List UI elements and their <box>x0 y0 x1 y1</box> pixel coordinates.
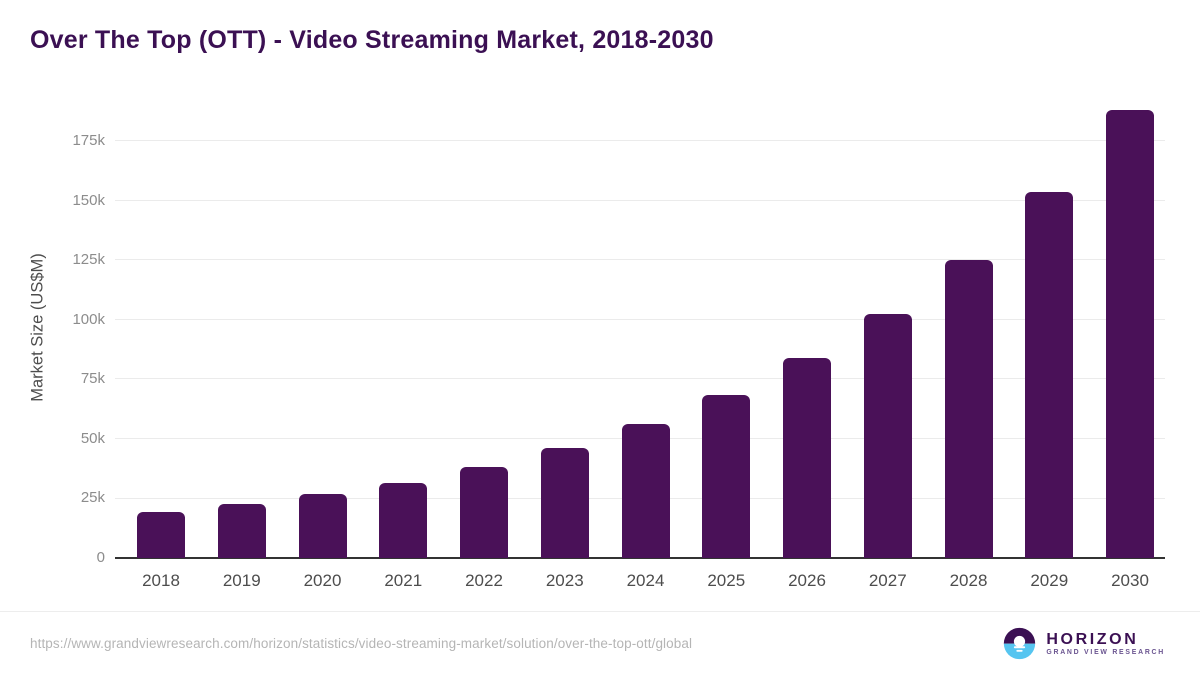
bar-2027 <box>863 313 912 558</box>
bar-2023 <box>540 448 589 558</box>
bar-2028 <box>944 259 993 558</box>
x-tick-label-2024: 2024 <box>626 571 665 590</box>
y-tick-label-50k: 50k <box>80 429 105 447</box>
y-tick-label-100k: 100k <box>72 310 105 328</box>
gridline-75k <box>115 378 1165 380</box>
x-tick-label-2018: 2018 <box>142 571 180 590</box>
x-tick-label-2025: 2025 <box>707 571 746 590</box>
bar-2022 <box>460 467 508 558</box>
y-tick-label-0: 0 <box>96 549 105 566</box>
source-url: https://www.grandviewresearch.com/horizo… <box>30 636 693 651</box>
plot-area <box>115 95 1165 559</box>
x-tick-label-2019: 2019 <box>222 571 261 590</box>
x-tick-label-2022: 2022 <box>465 571 503 590</box>
bar-2019 <box>217 504 266 558</box>
x-tick-label-2023: 2023 <box>545 571 584 590</box>
bar-2024 <box>621 423 670 558</box>
bar-2025 <box>702 394 751 558</box>
x-tick-label-2029: 2029 <box>1030 571 1069 590</box>
y-tick-label-150k: 150k <box>72 191 105 209</box>
gridline-100k <box>115 318 1165 320</box>
bar-2018 <box>137 512 185 558</box>
bar-2030 <box>1106 110 1154 558</box>
horizon-logo-icon <box>1004 627 1036 660</box>
horizon-logo-subtitle: GRAND VIEW RESEARCH <box>1046 648 1165 656</box>
x-tick-label-2027: 2027 <box>868 571 907 590</box>
horizon-logo: HORIZON GRAND VIEW RESEARCH <box>1003 627 1165 660</box>
x-axis-line <box>115 557 1165 559</box>
page-title: Over The Top (OTT) - Video Streaming Mar… <box>30 26 714 54</box>
bar-2020 <box>298 494 347 558</box>
y-tick-label-125k: 125k <box>72 251 105 269</box>
y-tick-label-25k: 25k <box>80 489 105 507</box>
y-tick-label-175k: 175k <box>72 132 105 150</box>
gridline-125k <box>115 259 1165 261</box>
footer: https://www.grandviewresearch.com/horizo… <box>0 611 1200 675</box>
horizon-logo-text-block: HORIZON GRAND VIEW RESEARCH <box>1046 631 1165 657</box>
bar-2026 <box>783 358 831 558</box>
bar-2029 <box>1025 192 1074 558</box>
y-tick-label-75k: 75k <box>80 370 105 388</box>
y-axis: 0 25k 50k 75k 100k 125k 150k 175k <box>0 95 105 566</box>
bar-2021 <box>379 482 428 558</box>
horizon-logo-name: HORIZON <box>1046 630 1139 648</box>
gridline-150k <box>115 199 1165 201</box>
x-axis: 2018 2019 2020 2021 2022 2023 2024 2025 2026 2027… <box>115 571 1165 595</box>
x-tick-label-2020: 2020 <box>303 571 342 590</box>
x-tick-label-2021: 2021 <box>384 571 423 590</box>
gridline-175k <box>115 140 1165 142</box>
x-tick-label-2028: 2028 <box>949 571 988 590</box>
x-tick-label-2030: 2030 <box>1111 571 1149 590</box>
x-tick-label-2026: 2026 <box>788 571 826 590</box>
